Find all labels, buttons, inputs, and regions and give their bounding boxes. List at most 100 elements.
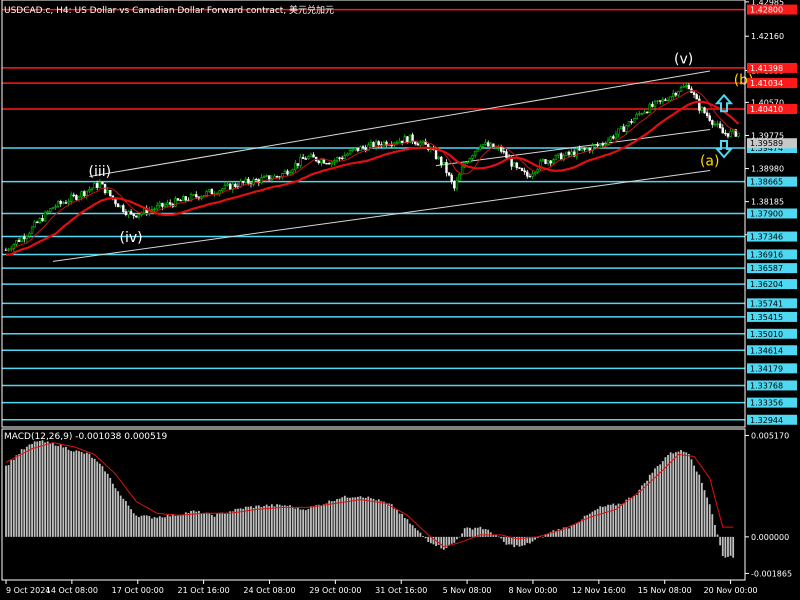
candle[interactable]: [174, 196, 177, 207]
macd-histogram-bar[interactable]: [250, 506, 252, 537]
macd-histogram-bar[interactable]: [424, 536, 427, 539]
macd-histogram-bar[interactable]: [44, 442, 46, 537]
candle[interactable]: [638, 111, 641, 117]
macd-histogram-bar[interactable]: [714, 525, 716, 537]
macd-histogram-bar[interactable]: [437, 536, 440, 545]
candle[interactable]: [46, 210, 49, 216]
candle[interactable]: [481, 144, 485, 149]
price-chart[interactable]: (iii)(iv)(v)(b)(a): [2, 8, 754, 421]
candle[interactable]: [531, 170, 534, 180]
candle[interactable]: [244, 176, 247, 184]
candle[interactable]: [635, 112, 638, 120]
channel-line[interactable]: [435, 129, 711, 167]
candle[interactable]: [286, 169, 289, 176]
moving-average-slow[interactable]: [5, 100, 740, 256]
macd-histogram-bar[interactable]: [156, 517, 159, 537]
macd-histogram-bar[interactable]: [38, 440, 41, 537]
macd-histogram-bar[interactable]: [109, 477, 112, 537]
macd-histogram-bar[interactable]: [10, 459, 13, 537]
candle[interactable]: [163, 202, 167, 208]
macd-histogram-bar[interactable]: [544, 534, 547, 537]
candle[interactable]: [437, 155, 440, 161]
macd-histogram-bar[interactable]: [372, 498, 375, 537]
macd-histogram-bar[interactable]: [356, 496, 359, 537]
candle[interactable]: [520, 167, 524, 172]
candle[interactable]: [312, 152, 315, 158]
macd-histogram-bar[interactable]: [586, 515, 589, 537]
macd-histogram-bar[interactable]: [276, 504, 278, 537]
candle[interactable]: [726, 133, 730, 139]
macd-histogram-bar[interactable]: [453, 536, 456, 543]
macd-histogram-bar[interactable]: [474, 527, 477, 537]
macd-histogram-bar[interactable]: [75, 450, 78, 537]
macd-histogram-bar[interactable]: [442, 536, 445, 550]
macd-histogram-bar[interactable]: [182, 514, 185, 537]
macd-histogram-bar[interactable]: [304, 510, 307, 537]
macd-histogram-bar[interactable]: [200, 513, 203, 537]
macd-histogram-bar[interactable]: [328, 500, 331, 537]
macd-histogram-bar[interactable]: [562, 527, 565, 537]
macd-histogram-bar[interactable]: [578, 521, 581, 537]
macd-histogram-bar[interactable]: [286, 505, 289, 537]
candle[interactable]: [338, 156, 341, 161]
macd-histogram-bar[interactable]: [523, 536, 526, 546]
macd-histogram-bar[interactable]: [140, 515, 143, 537]
candle[interactable]: [223, 181, 227, 191]
macd-histogram-bar[interactable]: [96, 461, 99, 537]
candle[interactable]: [489, 141, 492, 147]
candle[interactable]: [252, 177, 255, 187]
macd-histogram-bar[interactable]: [552, 530, 555, 537]
macd-histogram-bar[interactable]: [677, 451, 680, 537]
macd-histogram-bar[interactable]: [469, 527, 471, 537]
macd-histogram-bar[interactable]: [568, 528, 570, 537]
candle[interactable]: [359, 145, 362, 151]
candle[interactable]: [575, 146, 578, 160]
macd-histogram-bar[interactable]: [401, 513, 404, 537]
candle[interactable]: [656, 100, 659, 105]
macd-histogram-bar[interactable]: [596, 508, 599, 537]
candle[interactable]: [101, 181, 104, 185]
candle[interactable]: [526, 169, 529, 179]
candle[interactable]: [440, 156, 443, 168]
macd-histogram-bar[interactable]: [510, 536, 513, 545]
macd-histogram-bar[interactable]: [57, 446, 60, 537]
candle[interactable]: [135, 215, 138, 218]
macd-histogram-bar[interactable]: [52, 442, 54, 537]
macd-histogram-bar[interactable]: [570, 525, 573, 537]
macd-histogram-bar[interactable]: [153, 517, 156, 537]
candle[interactable]: [648, 102, 651, 114]
candle[interactable]: [299, 154, 302, 169]
candle[interactable]: [265, 174, 268, 178]
candle[interactable]: [416, 141, 420, 146]
moving-average-fast[interactable]: [5, 89, 739, 251]
candle[interactable]: [64, 199, 68, 204]
macd-histogram-bar[interactable]: [171, 513, 174, 537]
macd-histogram-bar[interactable]: [377, 499, 380, 537]
macd-histogram-bar[interactable]: [646, 480, 649, 537]
macd-histogram-bar[interactable]: [130, 509, 133, 537]
macd-histogram-bar[interactable]: [281, 505, 284, 537]
macd-histogram-bar[interactable]: [367, 496, 370, 537]
candle[interactable]: [320, 157, 323, 167]
macd-histogram-bar[interactable]: [336, 499, 338, 537]
macd-histogram-bar[interactable]: [7, 465, 10, 537]
macd-histogram-bar[interactable]: [622, 503, 625, 537]
macd-histogram-bar[interactable]: [601, 506, 604, 537]
candle[interactable]: [192, 193, 195, 197]
candle[interactable]: [38, 217, 42, 224]
macd-histogram-bar[interactable]: [685, 452, 688, 537]
candle[interactable]: [309, 152, 313, 158]
candle[interactable]: [382, 140, 386, 149]
macd-histogram-bar[interactable]: [508, 536, 510, 545]
candle[interactable]: [580, 148, 584, 152]
candle[interactable]: [15, 240, 18, 247]
macd-histogram-bar[interactable]: [429, 536, 432, 544]
macd-histogram-bar[interactable]: [359, 496, 362, 537]
candle[interactable]: [158, 200, 161, 209]
candle[interactable]: [69, 191, 73, 205]
candle[interactable]: [651, 101, 654, 108]
macd-histogram-bar[interactable]: [487, 529, 490, 537]
candle[interactable]: [153, 207, 156, 213]
candle[interactable]: [30, 225, 34, 234]
macd-histogram-bar[interactable]: [364, 497, 367, 537]
